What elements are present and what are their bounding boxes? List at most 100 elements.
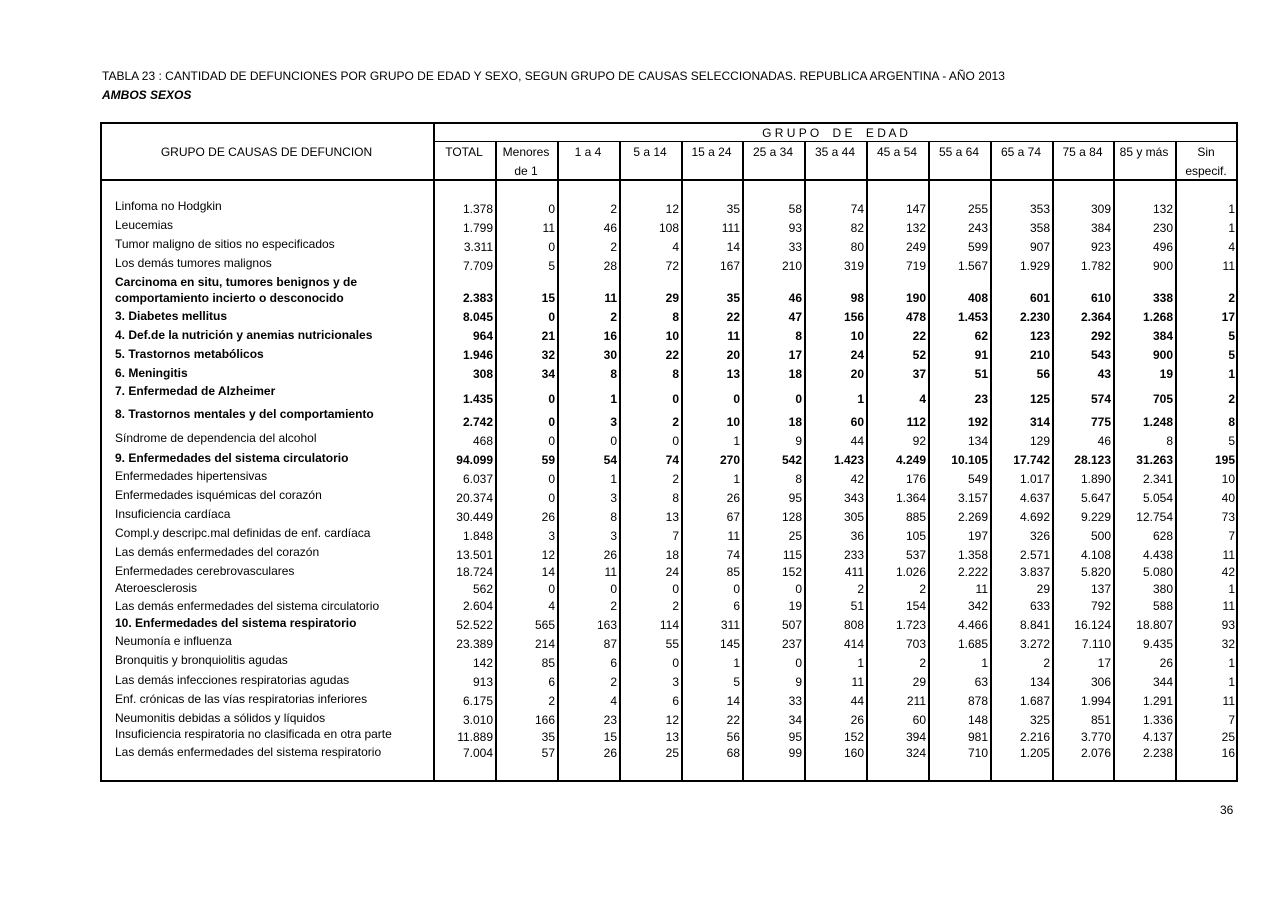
- table-cell: 148: [967, 713, 988, 727]
- table-cell: 7.110: [1081, 637, 1111, 651]
- table-cell: 1: [857, 392, 864, 406]
- column-header: 65 a 74: [1000, 145, 1042, 159]
- table-cell: 243: [967, 221, 988, 235]
- table-cell: 166: [534, 713, 555, 727]
- row-label: Síndrome de dependencia del alcohol: [115, 431, 317, 445]
- table-cell: 4.108: [1080, 548, 1111, 562]
- table-cell: 67: [726, 510, 740, 524]
- table-cell: 112: [906, 415, 926, 429]
- table-cell: 8: [1166, 434, 1173, 448]
- table-cell: 255: [967, 202, 988, 216]
- table-cell: 51: [974, 367, 988, 381]
- table-subtitle: AMBOS SEXOS: [102, 88, 192, 102]
- row-label: 3. Diabetes mellitus: [115, 309, 228, 323]
- table-cell: 10: [726, 415, 740, 429]
- table-cell: 900: [1152, 348, 1173, 362]
- table-cell: 3.770: [1080, 730, 1111, 744]
- table-rule: [1236, 122, 1238, 781]
- table-cell: 33: [788, 240, 802, 254]
- table-cell: 599: [967, 240, 988, 254]
- table-cell: 913: [472, 675, 493, 689]
- table-cell: 10: [850, 329, 864, 343]
- table-cell: 3.272: [1019, 637, 1050, 651]
- table-cell: 28: [603, 259, 617, 273]
- column-header: 85 y más: [1119, 145, 1169, 159]
- table-cell: 507: [781, 618, 802, 632]
- table-cell: 500: [1090, 529, 1111, 543]
- table-cell: 292: [1090, 329, 1111, 343]
- table-cell: 12: [541, 548, 555, 562]
- column-header: TOTAL: [445, 145, 483, 159]
- row-label: 7. Enfermedad de Alzheimer: [115, 384, 276, 398]
- table-cell: 160: [843, 746, 864, 760]
- column-rule: [804, 141, 806, 780]
- table-cell: 1: [610, 392, 617, 406]
- table-cell: 9: [795, 434, 802, 448]
- row-label: Enfermedades isquémicas del corazón: [115, 488, 322, 502]
- column-header: Sin: [1197, 145, 1215, 159]
- table-cell: 775: [1090, 415, 1111, 429]
- table-cell: 60: [850, 415, 864, 429]
- table-cell: 4: [672, 240, 679, 254]
- table-cell: 13: [726, 367, 740, 381]
- table-cell: 11: [1222, 599, 1235, 613]
- table-cell: 414: [843, 637, 864, 651]
- table-cell: 74: [726, 548, 740, 562]
- table-cell: 22: [726, 310, 740, 324]
- table-cell: 44: [850, 434, 864, 448]
- table-cell: 4: [548, 599, 555, 613]
- table-cell: 5: [1228, 329, 1235, 343]
- table-cell: 46: [603, 221, 617, 235]
- row-label: Tumor maligno de sitios no especificados: [115, 237, 335, 251]
- table-cell: 2.364: [1080, 310, 1111, 324]
- table-cell: 1.723: [895, 618, 926, 632]
- table-cell: 2.383: [462, 291, 493, 305]
- table-cell: 134: [967, 434, 988, 448]
- table-cell: 2: [610, 310, 617, 324]
- column-header-line2: especif.: [1185, 164, 1227, 178]
- table-cell: 105: [905, 529, 926, 543]
- table-cell: 22: [726, 713, 740, 727]
- table-cell: 1: [1228, 221, 1235, 235]
- row-label: Compl.y descripc.mal definidas de enf. c…: [115, 526, 371, 540]
- table-cell: 85: [541, 656, 555, 670]
- table-cell: 123: [1029, 329, 1050, 343]
- column-header: Menores: [502, 145, 550, 159]
- table-cell: 99: [788, 746, 802, 760]
- column-rule: [742, 141, 744, 780]
- table-cell: 190: [905, 291, 926, 305]
- table-cell: 40: [1221, 491, 1235, 505]
- table-cell: 23.389: [456, 637, 493, 651]
- table-cell: 30: [603, 348, 617, 362]
- table-cell: 54: [603, 453, 617, 467]
- table-cell: 11: [727, 529, 740, 543]
- table-rule: [433, 141, 1238, 142]
- table-cell: 309: [1090, 202, 1111, 216]
- table-cell: 132: [905, 221, 926, 235]
- table-cell: 0: [610, 582, 617, 596]
- table-cell: 29: [1036, 582, 1050, 596]
- table-cell: 964: [472, 329, 493, 343]
- table-cell: 43: [1097, 367, 1111, 381]
- table-cell: 14: [726, 694, 740, 708]
- table-cell: 5: [1228, 434, 1235, 448]
- table-cell: 0: [795, 392, 802, 406]
- table-cell: 3.157: [957, 491, 988, 505]
- table-cell: 73: [1221, 510, 1235, 524]
- table-cell: 11: [975, 582, 988, 596]
- table-cell: 15: [603, 730, 617, 744]
- table-cell: 18: [788, 367, 802, 381]
- table-cell: 1.268: [1142, 310, 1173, 324]
- table-rule: [100, 122, 102, 780]
- table-cell: 32: [1221, 637, 1235, 651]
- table-cell: 63: [974, 675, 988, 689]
- table-cell: 478: [905, 310, 926, 324]
- table-cell: 1.378: [462, 202, 493, 216]
- table-cell: 93: [788, 221, 802, 235]
- table-cell: 1.929: [1019, 259, 1050, 273]
- table-cell: 1.364: [895, 491, 926, 505]
- table-cell: 0: [548, 202, 555, 216]
- table-cell: 3: [610, 529, 617, 543]
- table-cell: 11: [604, 565, 617, 579]
- table-cell: 4: [919, 392, 926, 406]
